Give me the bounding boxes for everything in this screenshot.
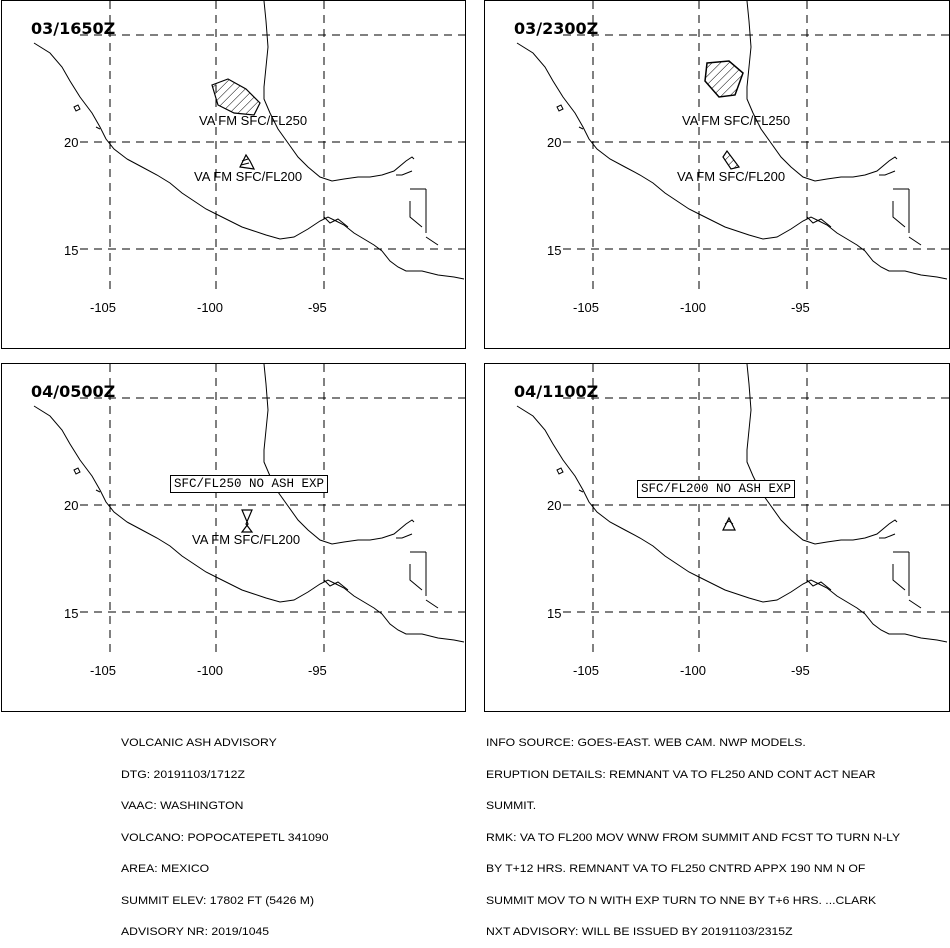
map-canvas — [516, 1, 950, 291]
advisory-line: SUMMIT. — [486, 800, 537, 812]
no-ash-box-label: SFC/FL200 NO ASH EXP — [637, 480, 796, 498]
lon-label-100: -100 — [197, 663, 224, 678]
yucatan-coastline — [879, 170, 922, 246]
ash-label-fl250: VA FM SFC/FL250 — [682, 113, 791, 128]
gulf-coastline — [263, 1, 415, 182]
lat-label-20: 20 — [64, 498, 79, 513]
island-shape — [73, 104, 81, 112]
gulf-coastline — [263, 364, 415, 545]
advisory-header-block: VOLCANIC ASH ADVISORY DTG: 20191103/1712… — [121, 717, 328, 948]
pacific-coastline — [33, 405, 465, 643]
border-line — [323, 216, 349, 228]
map-panel-2: 03/2300Z 20 15 -105 -100 -95 VA FM SFC/F… — [484, 0, 950, 349]
map-panel-4: 04/1100Z 20 15 -105 -100 -95 SFC/FL200 N… — [484, 363, 950, 712]
advisory-line: VAAC: WASHINGTON — [121, 800, 244, 812]
lon-label-95: -95 — [308, 300, 327, 315]
lon-label-95: -95 — [791, 663, 810, 678]
border-line — [323, 579, 349, 591]
island-shape — [95, 126, 101, 130]
map-canvas — [516, 364, 950, 654]
advisory-line: INFO SOURCE: GOES-EAST. WEB CAM. NWP MOD… — [486, 737, 806, 749]
lat-label-20: 20 — [547, 135, 562, 150]
ash-polygon-fl200 — [239, 153, 256, 170]
yucatan-coastline — [396, 170, 439, 246]
pacific-coastline — [516, 42, 948, 280]
lon-label-105: -105 — [90, 300, 117, 315]
border-line — [806, 216, 832, 228]
island-shape — [73, 467, 81, 475]
island-shape — [95, 489, 101, 493]
lon-label-105: -105 — [573, 300, 600, 315]
panel-time: 03/1650Z — [31, 19, 116, 38]
map-canvas — [33, 364, 467, 654]
gulf-coastline — [746, 364, 898, 545]
map-panel-1: 03/1650Z 20 15 -105 -100 -95 VA FM SFC/F… — [1, 0, 467, 349]
ash-hatch-mark — [240, 158, 250, 166]
volcano-marker — [724, 520, 734, 525]
panel-time: 03/2300Z — [514, 19, 599, 38]
advisory-line: AREA: MEXICO — [121, 863, 210, 875]
advisory-line: SUMMIT MOV TO N WITH EXP TURN TO NNE BY … — [486, 894, 877, 907]
ash-label-fl200: VA FM SFC/FL200 — [194, 169, 303, 184]
island-shape — [578, 489, 584, 493]
no-ash-box-label: SFC/FL250 NO ASH EXP — [170, 475, 329, 493]
ash-polygon-fl250 — [704, 60, 744, 98]
advisory-line: ERUPTION DETAILS: REMNANT VA TO FL250 AN… — [486, 768, 876, 781]
advisory-line: RMK: VA TO FL200 MOV WNW FROM SUMMIT AND… — [486, 831, 901, 844]
ash-polygon-fl200 — [722, 149, 741, 170]
ash-polygon-fl250 — [211, 78, 261, 116]
lat-label-15: 15 — [547, 243, 562, 258]
lat-label-15: 15 — [64, 243, 79, 258]
island-shape — [556, 467, 564, 475]
lon-label-95: -95 — [308, 663, 327, 678]
pacific-coastline — [516, 405, 948, 643]
ash-label-fl200: VA FM SFC/FL200 — [677, 169, 786, 184]
advisory-line: VOLCANIC ASH ADVISORY — [121, 737, 277, 749]
yucatan-coastline — [879, 533, 922, 609]
advisory-line: BY T+12 HRS. REMNANT VA TO FL250 CNTRD A… — [486, 863, 866, 875]
lat-label-20: 20 — [64, 135, 79, 150]
ash-label-fl200: VA FM SFC/FL200 — [192, 532, 301, 547]
lon-label-105: -105 — [573, 663, 600, 678]
lon-label-100: -100 — [197, 300, 224, 315]
advisory-line: SUMMIT ELEV: 17802 FT (5426 M) — [121, 894, 315, 907]
advisory-remarks-block: INFO SOURCE: GOES-EAST. WEB CAM. NWP MOD… — [486, 717, 900, 948]
lon-label-105: -105 — [90, 663, 117, 678]
advisory-line: DTG: 20191103/1712Z — [121, 768, 245, 781]
ash-label-fl250: VA FM SFC/FL250 — [199, 113, 308, 128]
island-shape — [556, 104, 564, 112]
panel-time: 04/0500Z — [31, 382, 116, 401]
island-shape — [578, 126, 584, 130]
volcano-marker — [722, 516, 736, 531]
advisory-line: ADVISORY NR: 2019/1045 — [121, 926, 270, 938]
border-line — [806, 579, 832, 591]
yucatan-coastline — [396, 533, 439, 609]
pacific-coastline — [33, 42, 465, 280]
map-canvas — [33, 1, 467, 291]
ash-polygon-fl200 — [240, 509, 254, 533]
lat-label-20: 20 — [547, 498, 562, 513]
lat-label-15: 15 — [64, 606, 79, 621]
gulf-coastline — [746, 1, 898, 182]
lon-label-100: -100 — [680, 300, 707, 315]
lon-label-95: -95 — [791, 300, 810, 315]
panel-time: 04/1100Z — [514, 382, 599, 401]
advisory-line: NXT ADVISORY: WILL BE ISSUED BY 20191103… — [486, 926, 793, 938]
advisory-line: VOLCANO: POPOCATEPETL 341090 — [121, 831, 329, 844]
lat-label-15: 15 — [547, 606, 562, 621]
map-panel-3: 04/0500Z 20 15 -105 -100 -95 SFC/FL250 N… — [1, 363, 467, 712]
lon-label-100: -100 — [680, 663, 707, 678]
